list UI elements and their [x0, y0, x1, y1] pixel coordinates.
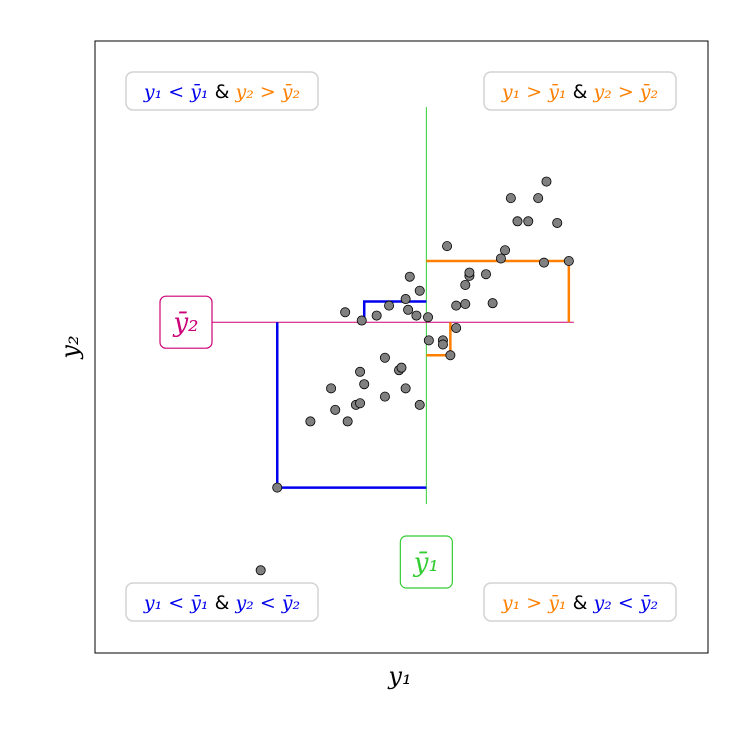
quadrant-top-left-part: & [209, 81, 236, 103]
data-point [404, 271, 415, 282]
data-point [423, 335, 434, 346]
x-axis-label: y₁ [387, 662, 411, 690]
data-point [442, 241, 453, 252]
quadrant-bottom-left-part: y₂ < ȳ₂ [234, 592, 300, 614]
data-point [523, 216, 534, 227]
quadrant-top-left-part: y₂ > ȳ₂ [234, 81, 300, 103]
data-point [541, 176, 552, 187]
data-point [255, 565, 266, 576]
quadrant-bottom-left-text: y₁ < ȳ₁ & y₂ < ȳ₂ [143, 592, 300, 614]
quadrant-bottom-right: y₁ > ȳ₁ & y₂ < ȳ₂ [483, 582, 677, 622]
data-point [330, 404, 341, 415]
data-point [505, 193, 516, 204]
data-point [403, 304, 414, 315]
mean-y2-label-text: ȳ₂ [172, 308, 198, 338]
data-point [414, 285, 425, 296]
data-point [272, 482, 283, 493]
data-point [400, 383, 411, 394]
quadrant-bottom-right-part: y₁ > ȳ₁ [501, 592, 567, 614]
data-point [451, 322, 462, 333]
quadrant-top-right-part: & [567, 81, 594, 103]
data-point [379, 352, 390, 363]
data-point [355, 366, 366, 377]
data-point [411, 310, 422, 321]
mean-y1-label-box [399, 535, 453, 589]
quadrant-bottom-left: y₁ < ȳ₁ & y₂ < ȳ₂ [125, 582, 319, 622]
data-point [512, 216, 523, 227]
data-point [342, 416, 353, 427]
data-point [552, 217, 563, 228]
data-point [533, 193, 544, 204]
data-point [495, 253, 506, 264]
mean-y1-label: ȳ₁ [399, 535, 453, 589]
quadrant-bottom-left-part: y₁ < ȳ₁ [143, 592, 209, 614]
quadrant-bottom-right-part: & [567, 592, 594, 614]
quadrant-top-right: y₁ > ȳ₁ & y₂ > ȳ₂ [483, 71, 677, 111]
data-point [379, 391, 390, 402]
data-point [451, 300, 462, 311]
data-point [371, 310, 382, 321]
data-point [460, 279, 471, 290]
quadrant-top-right-part: y₂ > ȳ₂ [592, 81, 658, 103]
data-point [340, 307, 351, 318]
data-point [445, 350, 456, 361]
quadrant-bottom-left-box [125, 582, 319, 622]
y-axis-label: y₂ [56, 335, 84, 359]
data-point [437, 339, 448, 350]
data-point [326, 383, 337, 394]
quadrant-bottom-right-part: y₂ < ȳ₂ [592, 592, 658, 614]
mean-lines-layer [212, 107, 574, 505]
data-point [500, 245, 511, 256]
data-point [356, 315, 367, 326]
data-point [563, 255, 574, 266]
quadrant-bottom-left-part: & [209, 592, 236, 614]
data-point [400, 294, 411, 305]
quadrant-top-left: y₁ < ȳ₁ & y₂ > ȳ₂ [125, 71, 319, 111]
quadrant-top-left-box [125, 71, 319, 111]
data-point [464, 267, 475, 278]
quadrant-top-right-text: y₁ > ȳ₁ & y₂ > ȳ₂ [501, 81, 658, 103]
data-point [538, 257, 549, 268]
quadrant-top-left-part: y₁ < ȳ₁ [143, 81, 209, 103]
plot-frame [94, 40, 709, 654]
mean-y2-label-box [159, 295, 213, 349]
quadrant-top-right-part: y₁ > ȳ₁ [501, 81, 567, 103]
points-layer [255, 176, 574, 576]
data-point [305, 416, 316, 427]
quadrant-top-right-box [483, 71, 677, 111]
data-point [480, 269, 491, 280]
data-point [423, 312, 434, 323]
data-point [359, 379, 370, 390]
data-point [414, 399, 425, 410]
data-point [460, 298, 471, 309]
data-point [487, 298, 498, 309]
data-point [355, 398, 366, 409]
quadrant-bottom-right-box [483, 582, 677, 622]
mean-y2-label: ȳ₂ [159, 295, 213, 349]
quadrant-top-left-text: y₁ < ȳ₁ & y₂ > ȳ₂ [143, 81, 300, 103]
quadrant-bottom-right-text: y₁ > ȳ₁ & y₂ < ȳ₂ [501, 592, 658, 614]
mean-y1-label-text: ȳ₁ [413, 548, 439, 578]
data-point [396, 362, 407, 373]
data-point [384, 300, 395, 311]
